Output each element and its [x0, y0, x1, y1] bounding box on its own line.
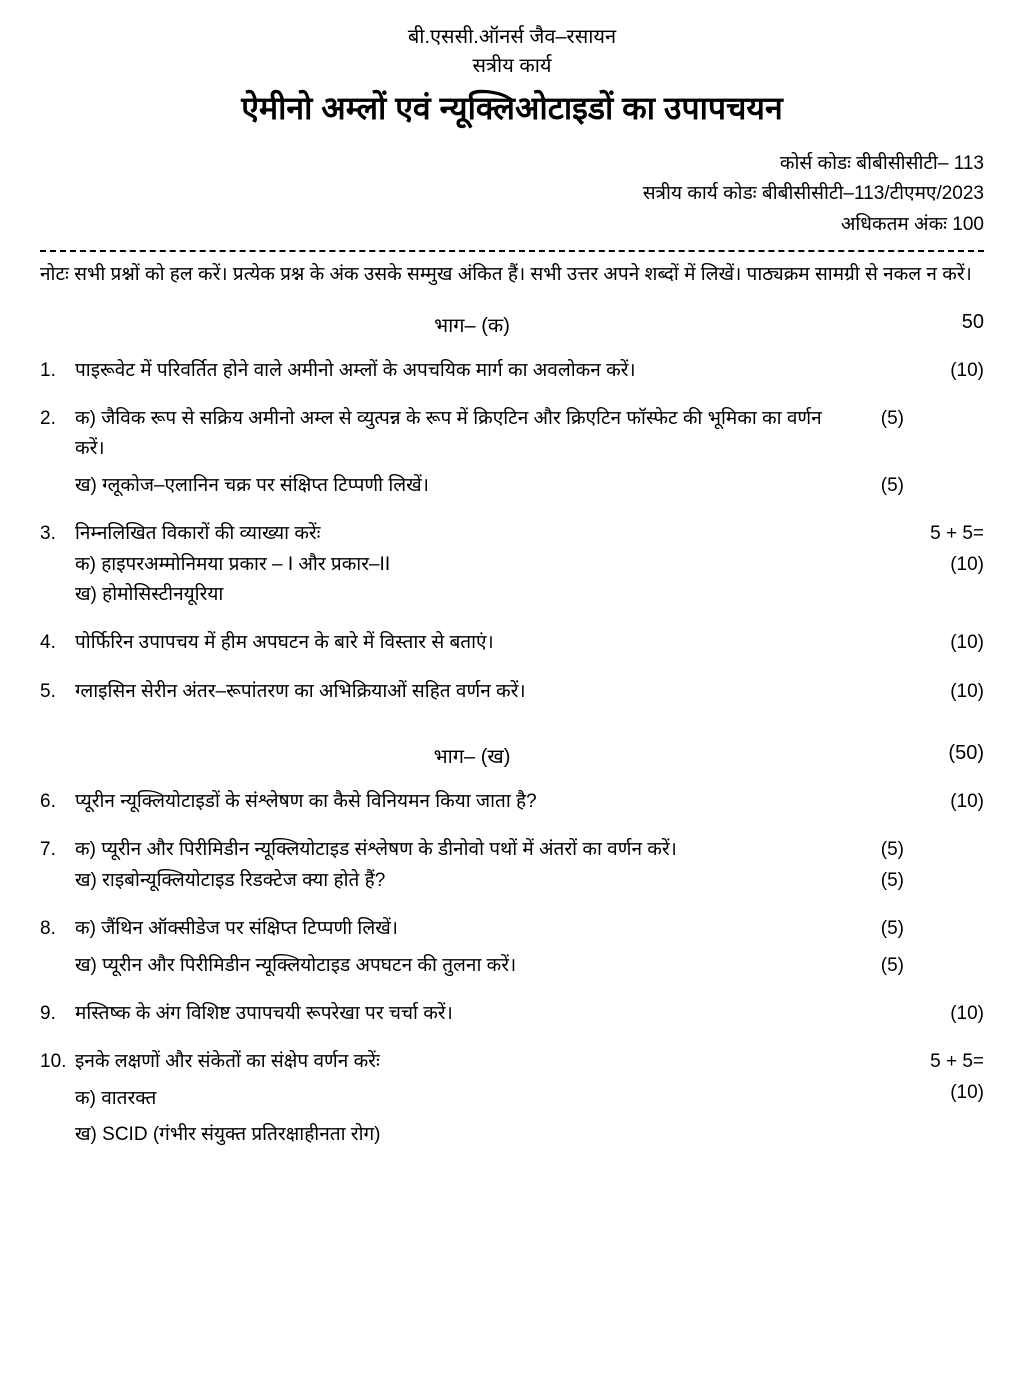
question-10: 10. इनके लक्षणों और संकेतों का संक्षेप व…: [40, 1047, 984, 1150]
q2b-marks: (5): [854, 471, 904, 501]
q-number: 9.: [40, 999, 75, 1029]
course-code: कोर्स कोडः बीबीसीसीटी– 113: [40, 149, 984, 179]
q-text: निम्नलिखित विकारों की व्याख्या करेंः क) …: [75, 519, 914, 610]
q3a-text: क) हाइपरअम्मोनिमया प्रकार – I और प्रकार–…: [75, 550, 904, 580]
q10-marks: 5 + 5=: [914, 1047, 984, 1077]
part-a-header: भाग– (क) 50: [40, 311, 984, 338]
q-number: 10.: [40, 1047, 75, 1077]
question-3: 3. निम्नलिखित विकारों की व्याख्या करेंः …: [40, 519, 984, 610]
q-number: 3.: [40, 519, 75, 549]
q-number: 2.: [40, 404, 75, 434]
q8a-text: क) जैंथिन ऑक्सीडेज पर संक्षिप्त टिप्पणी …: [75, 914, 854, 944]
q-text: पाइरूवेट में परिवर्तित होने वाले अमीनो अ…: [75, 356, 914, 386]
q-marks: 5 + 5= (10): [914, 519, 984, 580]
q7b-text: ख) राइबोन्यूक्लियोटाइड रिडक्टेज क्या होत…: [75, 866, 854, 896]
q-text: इनके लक्षणों और संकेतों का संक्षेप वर्णन…: [75, 1047, 914, 1150]
q-text: प्यूरीन न्यूक्लियोटाइडों के संश्लेषण का …: [75, 787, 914, 817]
question-6: 6. प्यूरीन न्यूक्लियोटाइडों के संश्लेषण …: [40, 787, 984, 817]
q-marks: (10): [914, 787, 984, 817]
q-marks: 5 + 5= (10): [914, 1047, 984, 1108]
q3b-text: ख) होमोसिस्टीनयूरिया: [75, 580, 904, 610]
document-header: बी.एससी.ऑनर्स जैव–रसायन सत्रीय कार्य ऐमी…: [40, 22, 984, 129]
course-info: कोर्स कोडः बीबीसीसीटी– 113 सत्रीय कार्य …: [40, 149, 984, 240]
main-title: ऐमीनो अम्लों एवं न्यूक्लिओटाइडों का उपाप…: [40, 86, 984, 129]
q-marks: (10): [914, 628, 984, 658]
q10-marks2: (10): [914, 1078, 984, 1108]
question-9: 9. मस्तिष्क के अंग विशिष्ट उपापचयी रूपरे…: [40, 999, 984, 1029]
q-marks: (10): [914, 999, 984, 1029]
program-name: बी.एससी.ऑनर्स जैव–रसायन: [40, 22, 984, 49]
q-text: क) जैंथिन ऑक्सीडेज पर संक्षिप्त टिप्पणी …: [75, 914, 914, 981]
part-b-marks: (50): [904, 742, 984, 769]
q-number: 6.: [40, 787, 75, 817]
q3-marks: 5 + 5=: [914, 519, 984, 549]
question-2: 2. क) जैविक रूप से सक्रिय अमीनो अम्ल से …: [40, 404, 984, 501]
q2a-text: क) जैविक रूप से सक्रिय अमीनो अम्ल से व्य…: [75, 404, 854, 465]
q2b-text: ख) ग्लूकोज–एलानिन चक्र पर संक्षिप्त टिप्…: [75, 471, 854, 501]
q7b-marks: (5): [854, 866, 904, 896]
q-text: मस्तिष्क के अंग विशिष्ट उपापचयी रूपरेखा …: [75, 999, 914, 1029]
q-text: क) प्यूरीन और पिरीमिडीन न्यूक्लियोटाइड स…: [75, 835, 914, 896]
q10b-text: ख) SCID (गंभीर संयुक्त प्रतिरक्षाहीनता र…: [75, 1120, 904, 1150]
q10-intro: इनके लक्षणों और संकेतों का संक्षेप वर्णन…: [75, 1047, 904, 1077]
part-b-header: भाग– (ख) (50): [40, 742, 984, 769]
q8b-marks: (5): [854, 951, 904, 981]
q7a-marks: (5): [854, 835, 904, 865]
q8a-marks: (5): [854, 914, 904, 944]
q-number: 4.: [40, 628, 75, 658]
part-a-label: भाग– (क): [40, 311, 904, 338]
part-a-marks: 50: [904, 311, 984, 338]
part-b-label: भाग– (ख): [40, 742, 904, 769]
q-text: पोर्फिरिन उपापचय में हीम अपघटन के बारे म…: [75, 628, 914, 658]
q2a-marks: (5): [854, 404, 904, 465]
q-text: ग्लाइसिन सेरीन अंतर–रूपांतरण का अभिक्रिय…: [75, 677, 914, 707]
question-4: 4. पोर्फिरिन उपापचय में हीम अपघटन के बार…: [40, 628, 984, 658]
question-8: 8. क) जैंथिन ऑक्सीडेज पर संक्षिप्त टिप्प…: [40, 914, 984, 981]
q3-marks2: (10): [914, 550, 984, 580]
instructions-note: नोटः सभी प्रश्नों को हल करें। प्रत्येक प…: [40, 260, 984, 290]
question-1: 1. पाइरूवेट में परिवर्तित होने वाले अमीन…: [40, 356, 984, 386]
question-7: 7. क) प्यूरीन और पिरीमिडीन न्यूक्लियोटाइ…: [40, 835, 984, 896]
q10a-text: क) वातरक्त: [75, 1084, 904, 1114]
q-number: 8.: [40, 914, 75, 944]
q-marks: (10): [914, 356, 984, 386]
q7a-text: क) प्यूरीन और पिरीमिडीन न्यूक्लियोटाइड स…: [75, 835, 854, 865]
q-number: 1.: [40, 356, 75, 386]
q-number: 5.: [40, 677, 75, 707]
assignment-code: सत्रीय कार्य कोडः बीबीसीसीटी–113/टीएमए/2…: [40, 179, 984, 209]
question-5: 5. ग्लाइसिन सेरीन अंतर–रूपांतरण का अभिक्…: [40, 677, 984, 707]
max-marks: अधिकतम अंकः 100: [40, 210, 984, 240]
q-number: 7.: [40, 835, 75, 865]
q8b-text: ख) प्यूरीन और पिरीमिडीन न्यूक्लियोटाइड अ…: [75, 951, 854, 981]
divider: [40, 250, 984, 252]
q-text: क) जैविक रूप से सक्रिय अमीनो अम्ल से व्य…: [75, 404, 914, 501]
assignment-label: सत्रीय कार्य: [40, 51, 984, 78]
q-marks: (10): [914, 677, 984, 707]
q3-intro: निम्नलिखित विकारों की व्याख्या करेंः: [75, 519, 904, 549]
